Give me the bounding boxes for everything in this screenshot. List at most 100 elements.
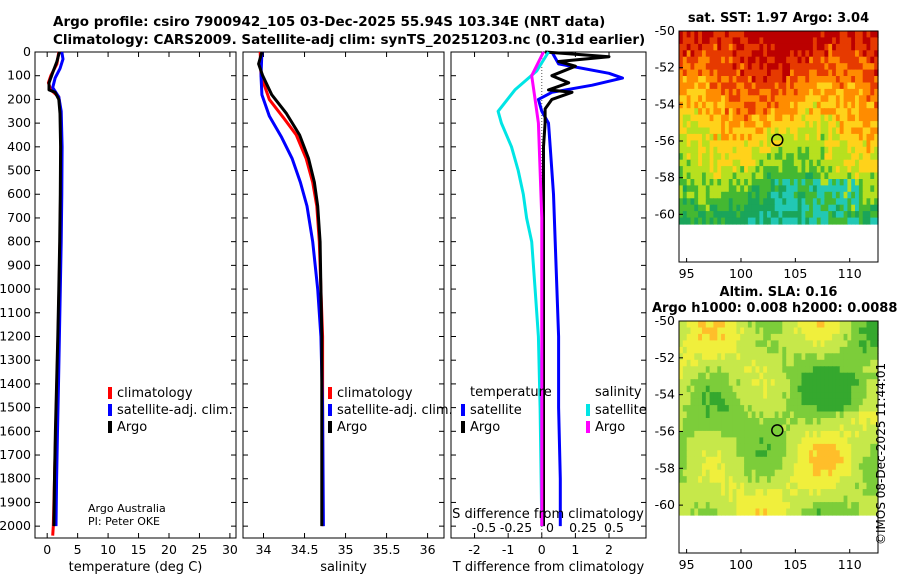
sst-map-cell: [682, 56, 688, 64]
sst-map-cell: [851, 191, 856, 199]
sla-map-cell: [698, 359, 703, 367]
sst-map-cell: [698, 114, 703, 122]
sla-map-cell: [858, 495, 864, 503]
salinity-xtick-label: 36: [420, 542, 436, 557]
sst-map-cell: [717, 133, 722, 141]
sla-map-cell: [809, 418, 814, 426]
sst-map-cell: [805, 121, 810, 129]
sst-map-cell: [851, 63, 856, 71]
sst-map-cell: [870, 82, 875, 90]
sst-map-cell: [820, 37, 825, 45]
sla-map-cell: [874, 346, 879, 354]
sst-map-cell: [824, 191, 829, 199]
sst-map-cell: [721, 140, 726, 148]
sst-map-cell: [694, 204, 699, 212]
sla-map-cell: [790, 508, 795, 516]
sst-map-cell: [862, 76, 868, 83]
sst-map-cell: [724, 56, 730, 64]
sla-map-cell: [824, 340, 829, 348]
sla-map-cell: [690, 359, 695, 367]
sst-map-cell: [728, 31, 734, 38]
sst-map-cell: [847, 198, 852, 206]
sla-map-cell: [767, 385, 772, 393]
sla-map-cell: [755, 456, 760, 464]
sla-map-cell: [713, 437, 718, 445]
sst-map-cell: [724, 101, 730, 109]
sla-map-cell: [847, 372, 852, 380]
sst-map-cell: [870, 166, 875, 174]
sst-map-cell: [747, 31, 753, 38]
sla-map-cell: [759, 366, 764, 374]
sla-map-cell: [728, 502, 734, 510]
sst-map-cell: [874, 108, 879, 116]
sst-map-cell: [751, 166, 757, 174]
sst-map-cell: [740, 217, 745, 225]
sla-map-cell: [690, 372, 695, 380]
sla-map-cell: [763, 450, 768, 458]
sla-map-cell: [698, 353, 703, 361]
sst-map-cell: [690, 114, 695, 122]
sla-map-cell: [717, 366, 722, 374]
sst-map-cell: [751, 56, 757, 64]
sla-map-cell: [828, 398, 833, 406]
sst-map-cell: [705, 108, 711, 116]
sst-map-cell: [812, 166, 818, 174]
sst-map-cell: [847, 172, 852, 180]
sla-map-cell: [747, 476, 753, 484]
sst-map-cell: [682, 121, 688, 129]
sst-map-cell: [858, 50, 864, 58]
sla-map-cell: [740, 346, 745, 354]
sst-map-cell: [679, 133, 684, 141]
sst-map-cell: [686, 56, 692, 64]
sla-map-cell: [717, 489, 722, 497]
sst-map-cell: [774, 101, 780, 109]
sst-map-cell: [866, 140, 871, 148]
sst-map-cell: [690, 172, 695, 180]
sst-map-cell: [702, 76, 707, 83]
sla-map-cell: [705, 418, 711, 426]
sla-map-cell: [686, 430, 692, 438]
sst-map-cell: [724, 88, 730, 96]
sst-map-cell: [843, 69, 848, 77]
sst-map-cell: [843, 153, 848, 161]
sst-map-cell: [763, 146, 768, 154]
sst-map-cell: [870, 63, 875, 71]
sla-map-cell: [690, 495, 695, 503]
sst-map-cell: [858, 159, 864, 167]
sla-map-cell: [774, 346, 780, 354]
sst-map-cell: [839, 95, 845, 103]
sst-map-cell: [835, 95, 841, 103]
sst-map-cell: [682, 211, 688, 219]
sla-map-cell: [855, 508, 860, 516]
sla-map-cell: [740, 482, 745, 490]
sla-map-cell: [744, 424, 749, 432]
sla-map-cell: [724, 502, 730, 510]
sla-map-cell: [770, 463, 776, 471]
sst-map-cell: [782, 204, 787, 212]
sst-map-cell: [698, 185, 703, 193]
sla-map-cell: [832, 437, 837, 445]
sst-map-cell: [747, 198, 753, 206]
sst-map-cell: [698, 172, 703, 180]
sst-map-cell: [866, 159, 871, 167]
sst-map-cell: [828, 82, 833, 90]
sst-map-cell: [847, 159, 852, 167]
sla-map-cell: [694, 437, 699, 445]
sla-map-cell: [797, 405, 802, 413]
sla-map-cell: [770, 482, 776, 490]
sst-map-cell: [686, 37, 692, 45]
sla-map-cell: [717, 385, 722, 393]
sla-map-cell: [721, 411, 726, 419]
sla-map-cell: [801, 398, 806, 406]
sla-map-cell: [721, 333, 726, 341]
temperature-legend-swatch: [108, 421, 112, 433]
sla-map-cell: [786, 392, 791, 400]
sla-map-cell: [736, 327, 741, 335]
sst-map-cell: [805, 95, 810, 103]
sst-map-cell: [690, 127, 695, 135]
sla-map-cell: [698, 469, 703, 477]
sst-map-cell: [744, 153, 749, 161]
sst-map-cell: [812, 133, 818, 141]
sla-map-cell: [767, 405, 772, 413]
sla-map-cell: [858, 372, 864, 380]
